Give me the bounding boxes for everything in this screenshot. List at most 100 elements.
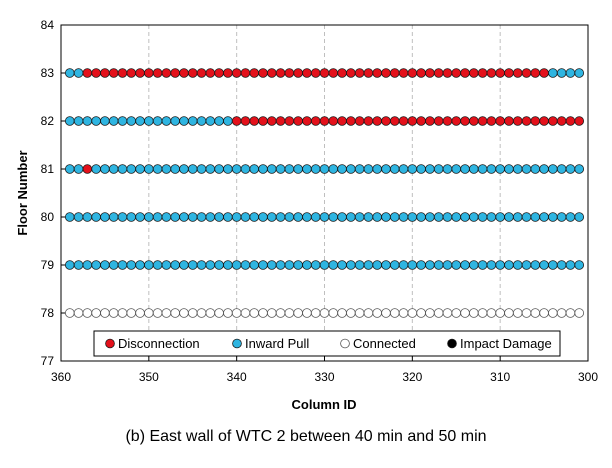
point-floor80-col337 [258, 212, 268, 222]
point-floor83-col353 [117, 68, 128, 78]
point-floor81-col326 [354, 164, 365, 174]
point-floor78-col309 [504, 308, 514, 318]
point-floor82-col328 [337, 116, 347, 126]
point-floor78-col315 [451, 308, 462, 318]
legend-label-impact: Impact Damage [460, 336, 552, 351]
point-floor82-col345 [187, 116, 198, 126]
point-floor78-col353 [117, 308, 128, 318]
point-floor79-col330 [319, 260, 330, 270]
point-floor82-col337 [258, 116, 268, 126]
x-tick-label-360: 360 [51, 370, 71, 384]
point-floor82-col332 [302, 116, 312, 126]
point-floor82-col334 [284, 116, 295, 126]
point-floor78-col344 [196, 308, 207, 318]
point-floor81-col358 [73, 164, 84, 174]
point-floor82-col307 [521, 116, 532, 126]
point-floor82-col303 [556, 116, 567, 126]
point-floor81-col327 [346, 164, 356, 174]
point-floor79-col315 [451, 260, 462, 270]
point-floor80-col324 [372, 212, 383, 222]
point-floor81-col359 [64, 164, 75, 174]
point-floor82-col317 [433, 116, 444, 126]
point-floor78-col321 [398, 308, 409, 318]
point-floor80-col310 [495, 212, 505, 222]
point-floor80-col326 [354, 212, 365, 222]
point-floor81-col346 [179, 164, 189, 174]
y-tick-label-82: 82 [41, 114, 55, 128]
point-floor83-col306 [530, 68, 541, 78]
point-floor81-col334 [284, 164, 295, 174]
point-floor80-col341 [223, 212, 233, 222]
point-floor78-col354 [108, 308, 119, 318]
point-floor78-col304 [548, 308, 558, 318]
point-floor79-col331 [310, 260, 321, 270]
point-floor79-col338 [249, 260, 260, 270]
point-floor80-col312 [477, 212, 488, 222]
point-floor83-col334 [284, 68, 295, 78]
point-floor82-col343 [205, 116, 216, 126]
point-floor78-col329 [328, 308, 339, 318]
point-floor80-col353 [117, 212, 128, 222]
point-floor80-col335 [275, 212, 286, 222]
point-floor81-col316 [442, 164, 453, 174]
point-floor80-col317 [433, 212, 444, 222]
point-floor81-col345 [187, 164, 198, 174]
point-floor81-col335 [275, 164, 286, 174]
point-floor82-col336 [266, 116, 277, 126]
point-floor82-col311 [486, 116, 497, 126]
point-floor83-col313 [469, 68, 479, 78]
point-floor78-col339 [240, 308, 251, 318]
point-floor82-col329 [328, 116, 339, 126]
point-floor80-col359 [64, 212, 75, 222]
chart: 77 78 79 80 81 82 83 84 360 350 340 330 320 310 300 D… [15, 18, 598, 412]
point-floor79-col323 [381, 260, 391, 270]
point-floor81-col342 [214, 164, 224, 174]
point-floor81-col301 [574, 164, 585, 174]
point-floor80-col318 [425, 212, 435, 222]
point-floor81-col305 [539, 164, 549, 174]
point-floor81-col331 [310, 164, 321, 174]
point-floor82-col327 [346, 116, 356, 126]
point-floor81-col307 [521, 164, 532, 174]
point-floor83-col351 [135, 68, 145, 78]
point-floor78-col305 [539, 308, 549, 318]
point-floor83-col320 [407, 68, 418, 78]
point-floor81-col341 [223, 164, 233, 174]
point-floor82-col318 [425, 116, 435, 126]
point-floor82-col352 [126, 116, 137, 126]
point-floor79-col308 [512, 260, 523, 270]
point-floor82-col340 [231, 116, 242, 126]
point-floor79-col339 [240, 260, 251, 270]
point-floor80-col332 [302, 212, 312, 222]
legend-label-inward: Inward Pull [245, 336, 309, 351]
point-floor82-col313 [469, 116, 479, 126]
point-floor80-col340 [231, 212, 242, 222]
point-floor83-col347 [170, 68, 180, 78]
point-floor83-col326 [354, 68, 365, 78]
point-floor82-col314 [460, 116, 470, 126]
point-floor79-col345 [187, 260, 198, 270]
point-floor78-col333 [293, 308, 303, 318]
point-floor79-col301 [574, 260, 585, 270]
point-floor79-col353 [117, 260, 128, 270]
point-floor81-col303 [556, 164, 567, 174]
legend-label-connected: Connected [353, 336, 416, 351]
point-floor82-col315 [451, 116, 462, 126]
point-floor82-col344 [196, 116, 207, 126]
point-floor80-col306 [530, 212, 541, 222]
point-floor83-col305 [539, 68, 549, 78]
x-tick-label-300: 300 [578, 370, 598, 384]
point-floor83-col302 [565, 68, 576, 78]
point-floor78-col350 [144, 308, 154, 318]
point-floor78-col327 [346, 308, 356, 318]
point-floor83-col345 [187, 68, 198, 78]
point-floor82-col331 [310, 116, 321, 126]
point-floor80-col304 [548, 212, 558, 222]
point-floor83-col322 [389, 68, 400, 78]
point-floor82-col354 [108, 116, 119, 126]
point-floor78-col302 [565, 308, 576, 318]
point-floor82-col353 [117, 116, 128, 126]
point-floor81-col343 [205, 164, 216, 174]
point-floor83-col301 [574, 68, 585, 78]
point-floor80-col351 [135, 212, 145, 222]
